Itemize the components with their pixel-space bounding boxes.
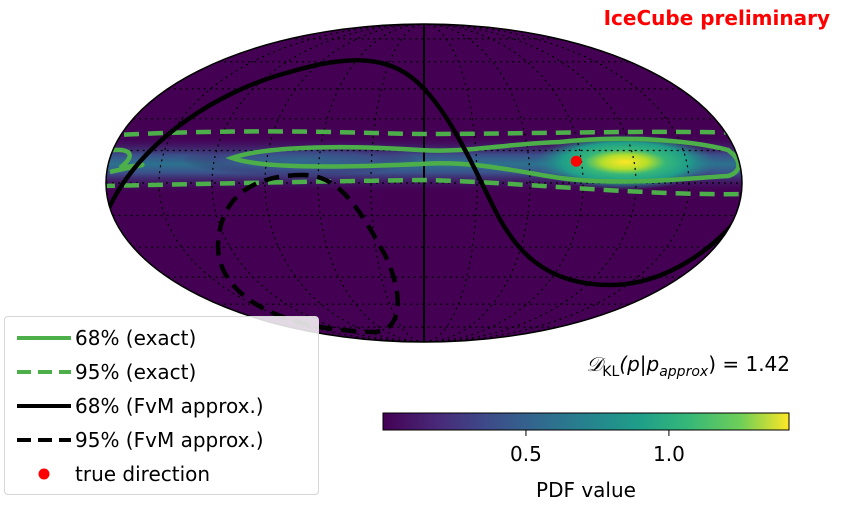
kl-body-sub: approx: [659, 364, 709, 380]
legend-item: 95% (FvM approx.): [5, 423, 318, 457]
meridian-line: [370, 24, 425, 342]
markers: [570, 155, 582, 167]
legend-item: 68% (FvM approx.): [5, 389, 318, 423]
series-68-fvm: [106, 58, 742, 288]
legend: 68% (exact) 95% (exact) 68% (FvM approx.…: [4, 316, 319, 495]
legend-swatch-solid-green: [17, 336, 71, 340]
series-95-exact-upper: [106, 129, 742, 139]
colorbar-label: PDF value: [536, 478, 636, 502]
legend-label: 68% (FvM approx.): [75, 394, 264, 418]
meridian-line: [158, 24, 425, 342]
legend-swatch-dashed-green: [17, 370, 71, 374]
legend-label: true direction: [75, 462, 211, 486]
legend-item: 95% (exact): [5, 355, 318, 389]
kl-annotation: 𝒟KL(p|papprox) = 1.42: [540, 352, 790, 380]
colorbar-ticks: 0.5 1.0: [510, 430, 685, 466]
meridian-line: [211, 24, 425, 342]
colorbar-tick-label: 0.5: [510, 442, 542, 466]
sky-map: [106, 24, 742, 342]
legend-label: 68% (exact): [75, 326, 197, 350]
series-95-exact-lower: [106, 177, 742, 197]
legend-label: 95% (exact): [75, 360, 197, 384]
legend-swatch-red-dot: [38, 468, 50, 480]
legend-item: 68% (exact): [5, 321, 318, 355]
colorbar-tick-label: 1.0: [653, 442, 685, 466]
kl-sub: KL: [602, 364, 620, 380]
meridian-line: [423, 24, 690, 342]
sky-outline: [105, 23, 743, 343]
meridian-line: [423, 24, 531, 342]
pdf-hotspot: [535, 134, 715, 190]
colorbar: [382, 412, 790, 431]
true-direction-marker: [570, 155, 582, 167]
kl-body: (p|p: [619, 352, 660, 376]
kl-prefix: 𝒟: [586, 352, 603, 376]
legend-label: 95% (FvM approx.): [75, 428, 264, 452]
legend-swatch-dashed-black: [17, 438, 71, 442]
legend-swatch-solid-black: [17, 404, 71, 408]
kl-suffix: ) = 1.42: [708, 352, 790, 376]
series-95-fvm: [215, 172, 400, 335]
legend-item: true direction: [5, 457, 318, 491]
watermark: IceCube preliminary: [603, 6, 830, 30]
